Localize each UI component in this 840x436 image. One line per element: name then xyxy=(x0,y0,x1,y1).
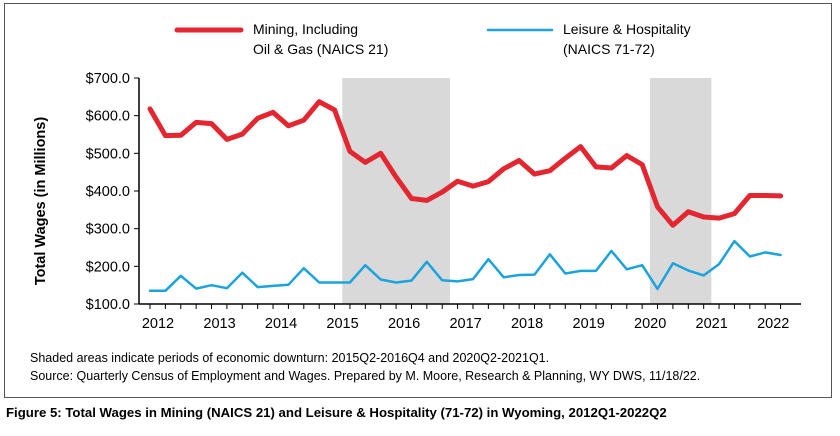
series-line-1 xyxy=(147,99,784,228)
y-tick-label: $200.0 xyxy=(86,259,130,275)
y-tick-label: $500.0 xyxy=(86,146,130,162)
x-tick-label: 2019 xyxy=(573,316,605,332)
y-tick-label: $400.0 xyxy=(86,184,130,200)
shaded-period-2 xyxy=(649,78,712,304)
y-tick-label: $700.0 xyxy=(86,71,130,87)
series-line-2 xyxy=(148,239,782,293)
x-tick-label: 2013 xyxy=(203,316,235,332)
legend-label-1: Mining, Including xyxy=(253,21,358,37)
y-tick-label: $300.0 xyxy=(86,222,130,238)
y-axis-title: Total Wages (in Millions) xyxy=(33,117,49,286)
note-downturn: Shaded areas indicate periods of economi… xyxy=(30,351,550,365)
x-tick-label: 2012 xyxy=(142,316,174,332)
legend-label-2: Leisure & Hospitality xyxy=(563,21,691,37)
x-tick-label: 2016 xyxy=(388,316,420,332)
x-tick-label: 2021 xyxy=(696,316,728,332)
x-tick-label: 2015 xyxy=(326,316,358,332)
chart-frame: $100.0 $200.0 $300.0 $400.0 $500.0 $600.0 $700… xyxy=(4,3,832,398)
x-tick-label: 2014 xyxy=(265,316,297,332)
x-tick-label: 2022 xyxy=(757,316,789,332)
x-tick-label: 2020 xyxy=(634,316,666,332)
legend-label-2: (NAICS 71-72) xyxy=(563,41,655,57)
figure-caption: Figure 5: Total Wages in Mining (NAICS 2… xyxy=(6,405,667,420)
note-source: Source: Quarterly Census of Employment a… xyxy=(30,369,701,383)
x-tick-label: 2018 xyxy=(511,316,543,332)
legend-label-1: Oil & Gas (NAICS 21) xyxy=(253,41,388,57)
y-tick-label: $100.0 xyxy=(86,297,130,313)
x-tick-label: 2017 xyxy=(449,316,481,332)
y-tick-label: $600.0 xyxy=(86,109,130,125)
line-chart: $100.0 $200.0 $300.0 $400.0 $500.0 $600.0 $700… xyxy=(33,21,801,332)
